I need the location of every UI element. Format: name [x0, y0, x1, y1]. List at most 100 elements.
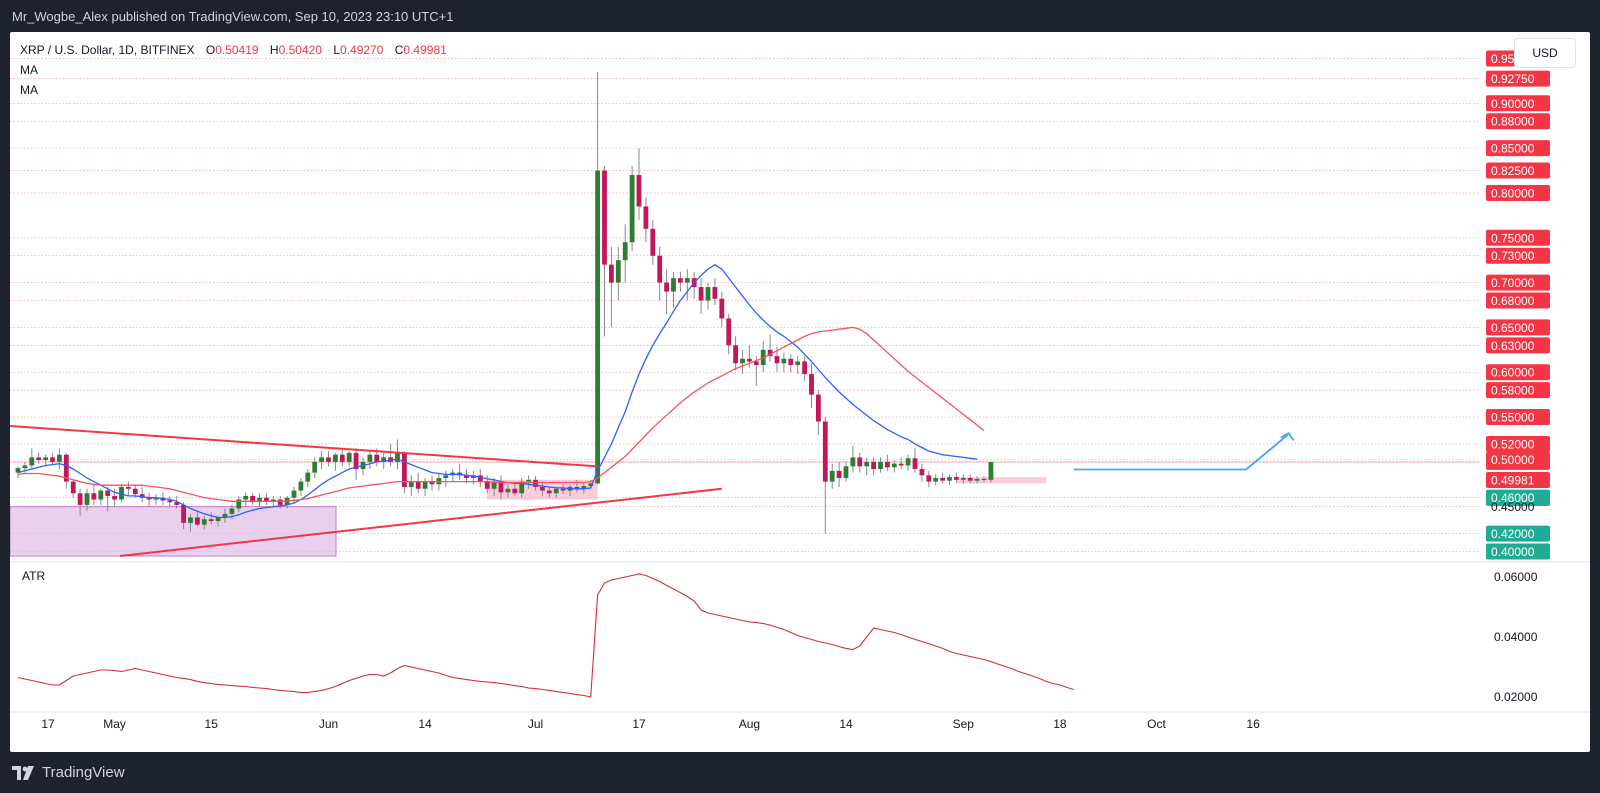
price-tag-label: 0.80000: [1491, 186, 1535, 200]
tradingview-logo[interactable]: TradingView: [12, 764, 125, 781]
price-tag-label: 0.88000: [1491, 115, 1535, 129]
candle-body: [484, 481, 490, 489]
candle-body: [719, 298, 725, 319]
candle: [767, 334, 773, 362]
price-tag: 0.58000: [1486, 382, 1550, 399]
candle-body: [878, 461, 883, 470]
price-tag: 0.49981: [1486, 471, 1550, 488]
price-tag-label: 0.70000: [1491, 276, 1535, 290]
candle-body: [615, 260, 621, 283]
candle-body: [650, 228, 656, 256]
price-tag-label: 0.68000: [1491, 294, 1535, 308]
candle-body: [291, 490, 297, 498]
candle: [181, 502, 186, 530]
candle: [609, 246, 614, 328]
candle: [319, 451, 324, 470]
chart-canvas[interactable]: 0.950000.927500.900000.880000.850000.825…: [10, 32, 1590, 752]
candle-body: [257, 497, 262, 503]
price-tag: 0.92750: [1486, 70, 1550, 87]
candle-body: [657, 255, 663, 283]
price-tag-bg: [1486, 489, 1550, 506]
currency-button[interactable]: USD: [1514, 38, 1576, 68]
candle: [305, 469, 311, 487]
candle: [664, 269, 669, 314]
candle: [519, 478, 525, 498]
candle-body: [250, 495, 255, 503]
price-tag-label: 0.42000: [1491, 527, 1535, 541]
candle-body: [947, 477, 952, 481]
candle-body: [84, 493, 90, 505]
time-tick-label: Oct: [1147, 717, 1166, 731]
footer-brand: TradingView: [42, 764, 125, 781]
candle-body: [22, 465, 28, 469]
candle: [457, 463, 462, 480]
projection-arrow: [1073, 434, 1289, 471]
candle: [408, 475, 414, 496]
legend-open-label: O: [205, 43, 216, 57]
price-tag-label: 0.63000: [1491, 339, 1535, 353]
price-tag-label: 0.92750: [1491, 72, 1535, 86]
candle: [540, 481, 545, 496]
candle: [402, 451, 407, 494]
candle-body: [960, 478, 966, 480]
candle: [395, 439, 400, 470]
candle-body: [43, 457, 48, 461]
candle-body: [526, 479, 531, 482]
legend-indicator-ma-2[interactable]: MA: [20, 83, 38, 97]
candle-body: [988, 462, 994, 480]
candle: [498, 475, 504, 500]
candle-body: [305, 472, 311, 482]
publisher-bar: Mr_Wogbe_Alex published on TradingView.c…: [0, 0, 1600, 32]
legend-indicator-ma-1[interactable]: MA: [20, 63, 38, 77]
candle: [602, 166, 607, 337]
legend-close-label: C: [394, 43, 404, 57]
price-tag-bg: [1486, 95, 1550, 112]
price-tag-bg: [1486, 525, 1550, 542]
candle: [29, 448, 35, 470]
candle: [57, 448, 62, 470]
price-tag-label: 0.73000: [1491, 249, 1535, 263]
candle-body: [319, 457, 324, 462]
price-tag-label: 0.49981: [1491, 473, 1535, 487]
candle: [974, 476, 980, 484]
candle: [809, 363, 814, 409]
candle-body: [15, 468, 21, 473]
price-tag: 0.70000: [1486, 274, 1550, 291]
time-tick-label: May: [103, 717, 126, 731]
price-tag-label: 0.45000: [1491, 500, 1535, 514]
price-tag-bg: [1486, 247, 1550, 264]
candle: [139, 486, 145, 503]
candle: [705, 282, 711, 310]
candle: [898, 457, 904, 470]
atr-indicator-label[interactable]: ATR: [22, 569, 46, 583]
moving-averages: [17, 263, 985, 519]
candle: [836, 461, 842, 487]
candle: [643, 197, 649, 243]
candle: [636, 148, 642, 220]
atr-line: [17, 573, 1074, 698]
candle-body: [464, 475, 469, 479]
candle-body: [864, 461, 870, 467]
candle-body: [146, 497, 152, 500]
candle: [629, 166, 635, 252]
chart-frame[interactable]: 0.95000 0.92750 0.90000 0.88000 0.85000 0.825…: [10, 32, 1590, 752]
price-grid: [10, 58, 1480, 552]
price-tag-bg: [1486, 113, 1550, 130]
candle: [298, 478, 304, 496]
candle: [126, 481, 131, 496]
ma-fast-line: [17, 263, 978, 519]
candle-body: [277, 499, 283, 505]
candle-body: [77, 493, 83, 505]
candle: [650, 219, 656, 265]
candle: [339, 448, 345, 467]
candle-body: [174, 502, 180, 505]
candle: [671, 271, 676, 308]
candle: [119, 484, 124, 503]
atr-pane: 0.06000 0.04000 0.02000: [10, 561, 1590, 704]
candle: [91, 484, 97, 505]
candle-body: [181, 504, 186, 523]
candle: [871, 457, 876, 476]
candle: [505, 484, 511, 498]
candle-body: [57, 454, 62, 462]
candle: [174, 495, 180, 509]
